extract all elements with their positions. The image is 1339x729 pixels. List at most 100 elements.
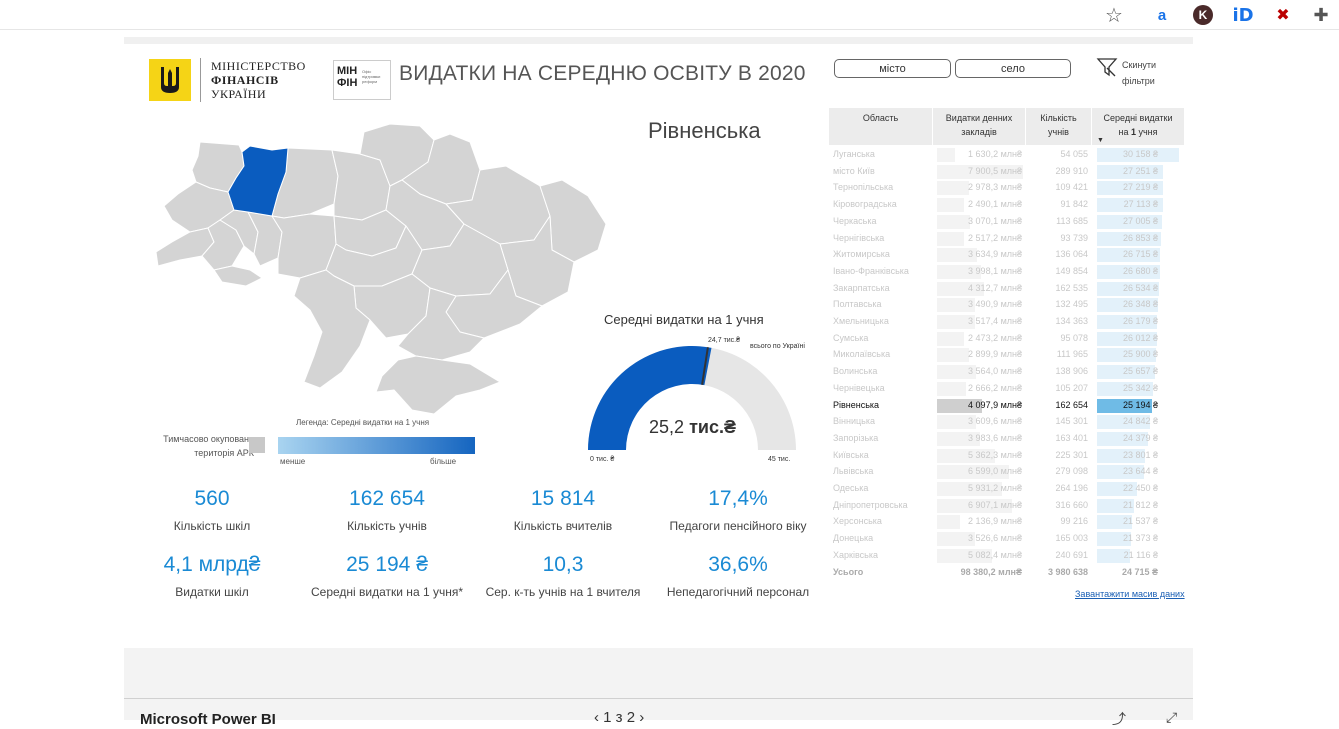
puzzle-icon[interactable]: ✚ <box>1313 4 1329 25</box>
blocked-extension-icon[interactable]: ✖ <box>1276 7 1290 24</box>
column-header-spending-1: Видатки денних <box>945 113 1013 123</box>
table-row[interactable]: Чернігівська 2 517,2 млн₴ 93 739 26 853 ₴ <box>829 231 1184 248</box>
table-row[interactable]: Чернівецька 2 666,2 млн₴ 105 207 25 342 ₴ <box>829 381 1184 398</box>
cell-students: 109 421 <box>1055 182 1088 193</box>
gauge-value-unit: тис.₴ <box>689 417 736 437</box>
table-row[interactable]: Тернопільська 2 978,3 млн₴ 109 421 27 219 ₴ <box>829 180 1184 197</box>
id-extension-icon[interactable]: iD <box>1232 4 1254 26</box>
cell-region: Рівненська <box>833 399 880 410</box>
kpi-teachers: 15 814 Кількість вчителів <box>478 487 648 533</box>
cell-avg-spend: 23 644 ₴ <box>1122 466 1158 477</box>
cell-region: Хмельницька <box>833 316 889 326</box>
column-header-region[interactable]: Область <box>829 108 932 145</box>
table-row[interactable]: Закарпатська 4 312,7 млн₴ 162 535 26 534 ₴ <box>829 281 1184 298</box>
table-row[interactable]: Вінницька 3 609,6 млн₴ 145 301 24 842 ₴ <box>829 414 1184 431</box>
table-row[interactable]: Житомирська 3 634,9 млн₴ 136 064 26 715 ₴ <box>829 247 1184 264</box>
table-row[interactable]: Дніпропетровська 6 907,1 млн₴ 316 660 21 81… <box>829 498 1184 515</box>
table-row[interactable]: Харківська 5 082,4 млн₴ 240 691 21 116 ₴ <box>829 548 1184 565</box>
avg-bar <box>1097 214 1162 229</box>
table-row[interactable]: Хмельницька 3 517,4 млн₴ 134 363 26 179 ₴ <box>829 314 1184 331</box>
table-row[interactable]: Донецька 3 526,6 млн₴ 165 003 21 373 ₴ <box>829 531 1184 548</box>
cell-avg-spend: 27 251 ₴ <box>1122 165 1158 176</box>
column-header-spending[interactable]: Видатки денних закладів <box>933 108 1025 145</box>
share-icon[interactable]: ⤴ <box>1112 711 1126 727</box>
star-icon[interactable]: ☆ <box>1105 4 1123 27</box>
kpi-school-spending: 4,1 млрд₴ Видатки шкіл <box>127 553 297 599</box>
cell-students: 54 055 <box>1060 149 1088 159</box>
column-header-students-2: учнів <box>1048 127 1069 137</box>
prev-page-icon[interactable]: ‹ <box>594 709 599 726</box>
page-title: ВИДАТКИ НА СЕРЕДНЮ ОСВІТУ В 2020 <box>399 62 806 85</box>
cell-region: Чернівецька <box>833 382 885 393</box>
spend-bar <box>937 448 995 463</box>
cell-spending: 3 517,4 млн₴ <box>968 316 1022 326</box>
table-row[interactable]: Полтавська 3 490,9 млн₴ 132 495 26 348 ₴ <box>829 297 1184 314</box>
table-row[interactable]: Кіровоградська 2 490,1 млн₴ 91 842 27 113 ₴ <box>829 197 1184 214</box>
reset-filter-icon[interactable] <box>1096 56 1118 78</box>
spend-bar <box>937 198 964 213</box>
table-row[interactable]: Львівська 6 599,0 млн₴ 279 098 23 644 ₴ <box>829 464 1184 481</box>
column-header-avg-spend[interactable]: Середні видатки на 1 учня ▼ <box>1092 108 1184 145</box>
cell-avg-spend: 26 534 ₴ <box>1122 282 1158 293</box>
gauge-fill <box>588 346 712 450</box>
k-extension-icon[interactable]: K <box>1193 5 1213 25</box>
filter-city-button[interactable]: місто <box>834 59 951 78</box>
cell-students: 113 685 <box>1056 215 1088 226</box>
amazon-extension-icon[interactable]: a <box>1157 6 1167 24</box>
kpi-non-teaching-staff: 36,6% Непедагогічний персонал <box>653 553 823 599</box>
spend-bar <box>937 164 1023 179</box>
cell-avg-spend: 26 715 ₴ <box>1122 249 1158 260</box>
table-row[interactable]: Волинська 3 564,0 млн₴ 138 906 25 657 ₴ <box>829 364 1184 381</box>
table-row[interactable]: Київська 5 362,3 млн₴ 225 301 23 801 ₴ <box>829 448 1184 465</box>
avg-bar <box>1097 398 1152 413</box>
fullscreen-icon[interactable]: ⤢ <box>1166 709 1178 725</box>
table-row[interactable]: Луганська 1 630,2 млн₴ 54 055 30 158 ₴ <box>829 147 1184 164</box>
table-row[interactable]: Одеська 5 931,2 млн₴ 264 196 22 450 ₴ <box>829 481 1184 498</box>
table-row[interactable]: Сумська 2 473,2 млн₴ 95 078 26 012 ₴ <box>829 331 1184 348</box>
browser-toolbar: ☆ a K iD ✖ ✚ <box>0 0 1339 30</box>
cell-students: 91 842 <box>1060 199 1088 210</box>
region-crimea[interactable] <box>375 355 501 415</box>
column-header-students[interactable]: Кількість учнів <box>1026 108 1091 145</box>
avg-bar <box>1097 315 1157 329</box>
region-rivne[interactable] <box>227 145 289 217</box>
avg-bar <box>1097 348 1156 363</box>
region-kherson[interactable] <box>397 287 485 361</box>
table-row[interactable]: Запорізька 3 983,6 млн₴ 163 401 24 379 ₴ <box>829 431 1184 448</box>
table-row[interactable]: місто Київ 7 900,5 млн₴ 289 910 27 251 ₴ <box>829 164 1184 181</box>
reset-filter-label[interactable]: Скинути фільтри <box>1122 57 1156 89</box>
cell-region: Черкаська <box>833 215 877 226</box>
cell-spending: 2 136,9 млн₴ <box>968 516 1022 527</box>
cell-avg-spend: 27 005 ₴ <box>1122 215 1158 226</box>
region-chernivtsi[interactable] <box>213 265 263 287</box>
total-spending: 98 380,2 млн₴ <box>960 566 1022 577</box>
kpi-avg-spend-per-student: 25 194 ₴ Середні видатки на 1 учня* <box>302 553 472 599</box>
table-row[interactable]: Рівненська 4 097,9 млн₴ 162 654 25 194 ₴ <box>829 398 1184 415</box>
download-data-link[interactable]: Завантажити масив даних <box>1075 589 1185 599</box>
cell-avg-spend: 22 450 ₴ <box>1122 483 1158 493</box>
cell-region: Волинська <box>833 366 878 377</box>
kpi-value: 162 654 <box>349 487 425 510</box>
next-page-icon[interactable]: › <box>639 709 645 726</box>
ministry-logo <box>149 59 191 101</box>
filter-village-button[interactable]: село <box>955 59 1071 78</box>
cell-students: 132 495 <box>1055 299 1088 310</box>
table-row[interactable]: Херсонська 2 136,9 млн₴ 99 216 21 537 ₴ <box>829 514 1184 531</box>
avg-bar <box>1097 365 1155 380</box>
cell-students: 149 854 <box>1055 265 1088 276</box>
table-row[interactable]: Івано-Франківська 3 998,1 млн₴ 149 854 26 6… <box>829 264 1184 281</box>
spend-bar <box>937 181 969 196</box>
avg-bar <box>1097 381 1153 396</box>
cell-spending: 2 899,9 млн₴ <box>968 349 1022 360</box>
cell-students: 136 064 <box>1055 249 1088 260</box>
ukraine-map[interactable] <box>150 120 620 420</box>
cell-region: місто Київ <box>833 165 875 176</box>
region-odesa[interactable] <box>293 269 371 389</box>
table-row[interactable]: Черкаська 3 070,1 млн₴ 113 685 27 005 ₴ <box>829 214 1184 231</box>
cell-students: 145 301 <box>1055 416 1088 427</box>
gauge-target-label: всього по Україні <box>750 343 805 350</box>
cell-students: 163 401 <box>1055 432 1088 443</box>
cell-region: Луганська <box>833 149 875 159</box>
table-row[interactable]: Миколаївська 2 899,9 млн₴ 111 965 25 900 ₴ <box>829 347 1184 364</box>
cell-spending: 1 630,2 млн₴ <box>968 149 1022 159</box>
